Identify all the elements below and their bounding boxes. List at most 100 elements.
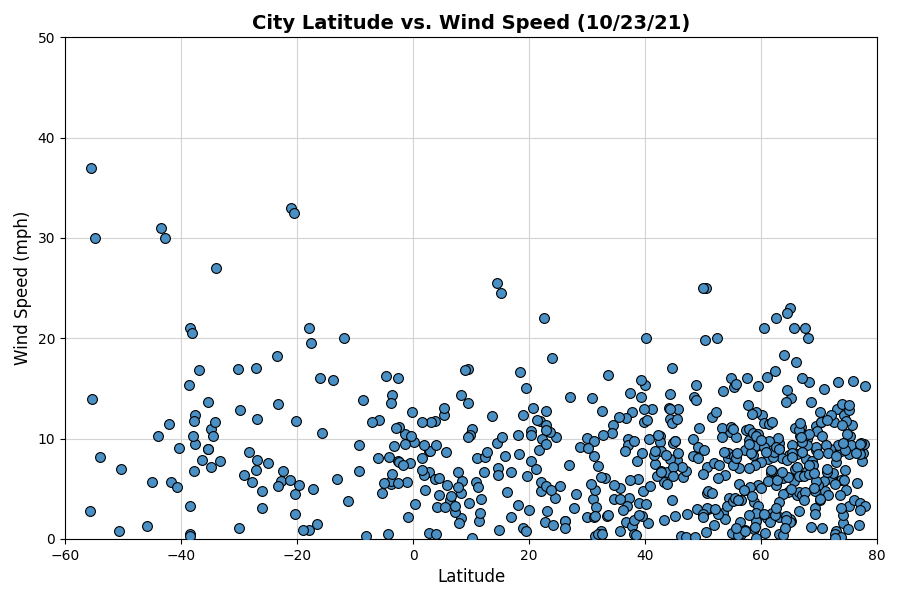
Point bbox=[580, 433, 594, 442]
Point bbox=[725, 528, 740, 538]
Point bbox=[338, 333, 352, 343]
Point bbox=[587, 436, 601, 446]
Point bbox=[804, 398, 818, 407]
Point bbox=[776, 473, 790, 483]
Point bbox=[666, 471, 680, 481]
Point bbox=[833, 476, 848, 485]
Point bbox=[743, 448, 758, 457]
Point bbox=[824, 475, 838, 484]
Point bbox=[549, 432, 563, 442]
Point bbox=[742, 463, 757, 473]
Point bbox=[836, 510, 850, 520]
Point bbox=[208, 417, 222, 427]
Point bbox=[638, 334, 652, 343]
Point bbox=[477, 452, 491, 462]
Point bbox=[145, 477, 159, 487]
Point bbox=[765, 508, 779, 518]
Point bbox=[757, 323, 771, 333]
Point bbox=[248, 364, 263, 373]
Point bbox=[772, 445, 787, 454]
Point bbox=[775, 454, 789, 463]
Point bbox=[372, 416, 386, 425]
Point bbox=[635, 487, 650, 496]
Point bbox=[760, 513, 774, 523]
Point bbox=[806, 468, 821, 478]
Point bbox=[838, 465, 852, 475]
Point bbox=[745, 451, 760, 460]
Point bbox=[242, 447, 256, 457]
Point bbox=[192, 365, 206, 375]
Point bbox=[784, 484, 798, 493]
Point bbox=[783, 516, 797, 526]
Point bbox=[188, 439, 202, 448]
Point bbox=[598, 473, 613, 482]
X-axis label: Latitude: Latitude bbox=[436, 568, 505, 586]
Point bbox=[511, 500, 526, 509]
Point bbox=[447, 502, 462, 511]
Point bbox=[750, 431, 764, 441]
Point bbox=[632, 498, 646, 508]
Point bbox=[231, 364, 246, 374]
Point bbox=[504, 512, 518, 521]
Point bbox=[650, 472, 664, 481]
Point bbox=[428, 416, 442, 426]
Point bbox=[844, 440, 859, 449]
Point bbox=[383, 479, 398, 489]
Point bbox=[797, 487, 812, 497]
Point bbox=[808, 445, 823, 455]
Point bbox=[742, 439, 757, 449]
Point bbox=[553, 481, 567, 491]
Point bbox=[183, 532, 197, 541]
Point bbox=[329, 474, 344, 484]
Point bbox=[826, 418, 841, 427]
Point bbox=[731, 530, 745, 539]
Point bbox=[377, 478, 392, 487]
Point bbox=[670, 448, 685, 457]
Point bbox=[711, 509, 725, 518]
Point bbox=[721, 453, 735, 463]
Point bbox=[795, 437, 809, 446]
Point bbox=[670, 404, 685, 414]
Point bbox=[792, 471, 806, 481]
Point bbox=[724, 422, 738, 431]
Point bbox=[539, 406, 554, 416]
Point bbox=[422, 446, 436, 456]
Point bbox=[668, 511, 682, 521]
Point bbox=[204, 463, 219, 472]
Point bbox=[530, 415, 544, 425]
Point bbox=[725, 461, 740, 470]
Point bbox=[472, 508, 487, 518]
Point bbox=[647, 450, 662, 460]
Point bbox=[769, 442, 783, 452]
Point bbox=[854, 439, 868, 448]
Point bbox=[352, 440, 366, 449]
Point bbox=[461, 432, 475, 442]
Point bbox=[853, 439, 868, 449]
Point bbox=[726, 497, 741, 506]
Point bbox=[512, 367, 526, 376]
Point bbox=[697, 512, 711, 521]
Point bbox=[778, 511, 793, 521]
Point bbox=[792, 487, 806, 497]
Point bbox=[186, 431, 201, 441]
Point bbox=[813, 495, 827, 505]
Point bbox=[607, 481, 621, 490]
Point bbox=[663, 454, 678, 464]
Point bbox=[724, 373, 738, 383]
Point bbox=[759, 447, 773, 457]
Point bbox=[854, 456, 868, 466]
Point bbox=[846, 376, 860, 385]
Point bbox=[605, 428, 619, 437]
Point bbox=[387, 441, 401, 451]
Point bbox=[471, 482, 485, 492]
Point bbox=[795, 373, 809, 383]
Point bbox=[688, 532, 703, 542]
Point bbox=[238, 470, 252, 479]
Point bbox=[769, 481, 783, 490]
Point bbox=[519, 471, 534, 481]
Point bbox=[639, 499, 653, 509]
Point bbox=[765, 467, 779, 476]
Point bbox=[212, 457, 227, 466]
Point bbox=[814, 524, 829, 533]
Point bbox=[680, 466, 694, 476]
